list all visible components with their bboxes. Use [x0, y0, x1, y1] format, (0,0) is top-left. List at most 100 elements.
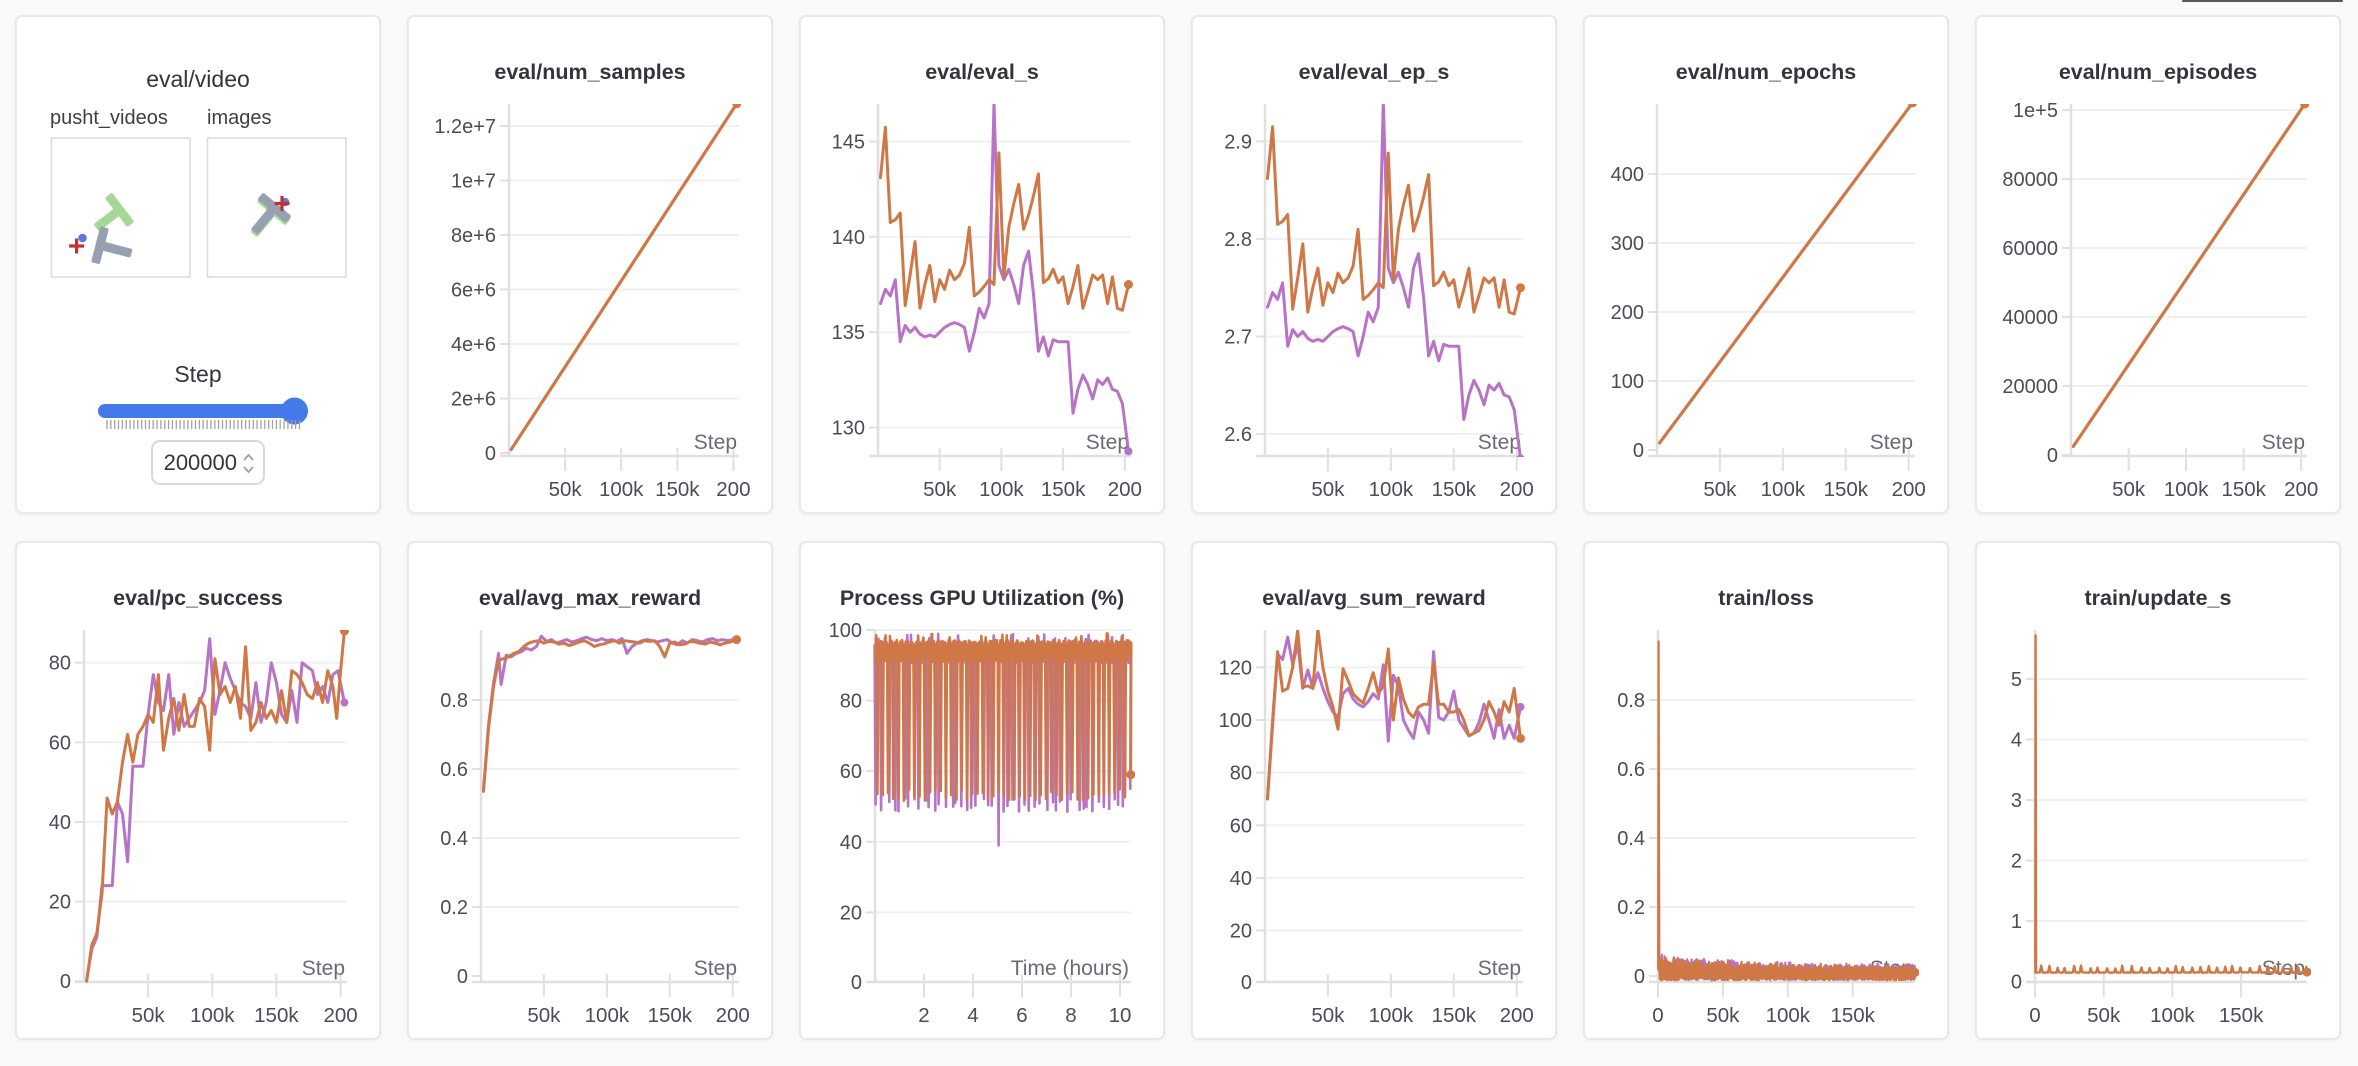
svg-text:2: 2 — [2011, 851, 2022, 873]
svg-text:100k: 100k — [2150, 1004, 2195, 1027]
svg-text:0.6: 0.6 — [440, 759, 468, 781]
svg-text:100: 100 — [1219, 710, 1252, 732]
svg-text:6: 6 — [1016, 1004, 1027, 1027]
svg-text:130: 130 — [832, 418, 865, 440]
svg-text:images: images — [207, 107, 271, 129]
svg-text:eval/avg_sum_reward: eval/avg_sum_reward — [1262, 586, 1486, 610]
svg-text:0: 0 — [2011, 972, 2022, 994]
svg-text:2.8: 2.8 — [1224, 229, 1252, 251]
svg-text:0: 0 — [457, 966, 468, 988]
svg-text:200: 200 — [323, 1004, 357, 1027]
svg-text:40: 40 — [49, 812, 71, 834]
svg-text:200: 200 — [716, 1004, 750, 1027]
svg-text:100: 100 — [829, 620, 862, 642]
svg-text:135: 135 — [832, 322, 865, 344]
svg-text:50k: 50k — [1706, 1004, 1740, 1027]
svg-text:4: 4 — [2011, 730, 2022, 752]
svg-text:2e+6: 2e+6 — [451, 389, 496, 411]
svg-text:100k: 100k — [1766, 1004, 1811, 1027]
svg-text:200: 200 — [716, 478, 750, 501]
svg-text:5: 5 — [2011, 669, 2022, 691]
svg-text:eval/num_epochs: eval/num_epochs — [1676, 60, 1856, 84]
svg-text:Process GPU Utilization (%): Process GPU Utilization (%) — [840, 586, 1124, 610]
svg-text:0: 0 — [2047, 445, 2058, 467]
svg-text:20: 20 — [840, 902, 862, 924]
svg-text:200: 200 — [1500, 478, 1534, 501]
svg-text:0.6: 0.6 — [1617, 759, 1645, 781]
svg-text:200: 200 — [1611, 302, 1644, 324]
svg-text:100k: 100k — [599, 478, 644, 501]
svg-text:50k: 50k — [1311, 478, 1345, 501]
svg-text:200: 200 — [1892, 478, 1926, 501]
svg-text:Step: Step — [1478, 957, 1521, 980]
svg-text:4e+6: 4e+6 — [451, 334, 496, 356]
svg-text:200: 200 — [1500, 1004, 1534, 1027]
svg-text:eval/eval_ep_s: eval/eval_ep_s — [1299, 60, 1450, 84]
svg-text:eval/eval_s: eval/eval_s — [925, 60, 1039, 84]
svg-text:100k: 100k — [190, 1004, 235, 1027]
svg-text:4: 4 — [967, 1004, 978, 1027]
svg-text:150k: 150k — [2219, 1004, 2264, 1027]
svg-text:0: 0 — [60, 971, 71, 993]
svg-text:100k: 100k — [1369, 1004, 1414, 1027]
svg-text:80: 80 — [840, 691, 862, 713]
svg-text:eval/pc_success: eval/pc_success — [113, 586, 283, 610]
svg-text:20000: 20000 — [2002, 376, 2058, 398]
svg-text:120: 120 — [1219, 657, 1252, 679]
svg-text:100k: 100k — [585, 1004, 630, 1027]
svg-text:pusht_videos: pusht_videos — [50, 107, 168, 129]
svg-text:0: 0 — [485, 443, 496, 465]
svg-text:40: 40 — [1230, 868, 1252, 890]
svg-text:0.4: 0.4 — [1617, 828, 1645, 850]
svg-text:3: 3 — [2011, 790, 2022, 812]
svg-text:400: 400 — [1611, 164, 1644, 186]
svg-text:train/update_s: train/update_s — [2085, 586, 2232, 610]
svg-text:0: 0 — [1652, 1004, 1663, 1027]
svg-text:60000: 60000 — [2002, 238, 2058, 260]
svg-text:6e+6: 6e+6 — [451, 280, 496, 302]
svg-text:50k: 50k — [1703, 478, 1737, 501]
svg-text:Step: Step — [174, 361, 221, 387]
svg-text:40000: 40000 — [2002, 307, 2058, 329]
svg-text:100k: 100k — [979, 478, 1024, 501]
svg-text:Step: Step — [302, 957, 345, 980]
svg-text:8: 8 — [1065, 1004, 1076, 1027]
svg-text:150k: 150k — [648, 1004, 693, 1027]
svg-text:150k: 150k — [1432, 478, 1477, 501]
svg-text:Time (hours): Time (hours) — [1011, 957, 1129, 980]
svg-text:1e+7: 1e+7 — [451, 171, 496, 193]
svg-text:50k: 50k — [527, 1004, 561, 1027]
svg-text:50k: 50k — [2087, 1004, 2121, 1027]
svg-text:train/loss: train/loss — [1718, 586, 1814, 610]
svg-text:50k: 50k — [2112, 478, 2146, 501]
svg-text:2: 2 — [918, 1004, 929, 1027]
svg-text:60: 60 — [49, 732, 71, 754]
svg-text:60: 60 — [840, 761, 862, 783]
svg-text:0.8: 0.8 — [1617, 690, 1645, 712]
svg-text:300: 300 — [1611, 233, 1644, 255]
svg-text:80: 80 — [49, 653, 71, 675]
svg-text:0: 0 — [1634, 966, 1645, 988]
svg-text:100: 100 — [1611, 371, 1644, 393]
svg-text:150k: 150k — [254, 1004, 299, 1027]
svg-text:eval/num_episodes: eval/num_episodes — [2059, 60, 2257, 84]
svg-text:140: 140 — [832, 227, 865, 249]
svg-text:200000: 200000 — [164, 450, 237, 475]
svg-text:8e+6: 8e+6 — [451, 225, 496, 247]
svg-text:20: 20 — [49, 892, 71, 914]
svg-text:40: 40 — [840, 832, 862, 854]
svg-text:50k: 50k — [923, 478, 957, 501]
svg-text:Step: Step — [1870, 431, 1913, 454]
svg-text:60: 60 — [1230, 815, 1252, 837]
svg-text:80000: 80000 — [2002, 169, 2058, 191]
svg-text:Step: Step — [1478, 431, 1521, 454]
svg-text:0.2: 0.2 — [440, 897, 468, 919]
svg-text:10: 10 — [1109, 1004, 1132, 1027]
svg-text:100k: 100k — [2164, 478, 2209, 501]
svg-text:2.7: 2.7 — [1224, 327, 1252, 349]
svg-text:150k: 150k — [1824, 478, 1869, 501]
svg-text:1: 1 — [2011, 911, 2022, 933]
svg-text:0: 0 — [2029, 1004, 2040, 1027]
svg-text:100k: 100k — [1369, 478, 1414, 501]
svg-text:150k: 150k — [1041, 478, 1086, 501]
